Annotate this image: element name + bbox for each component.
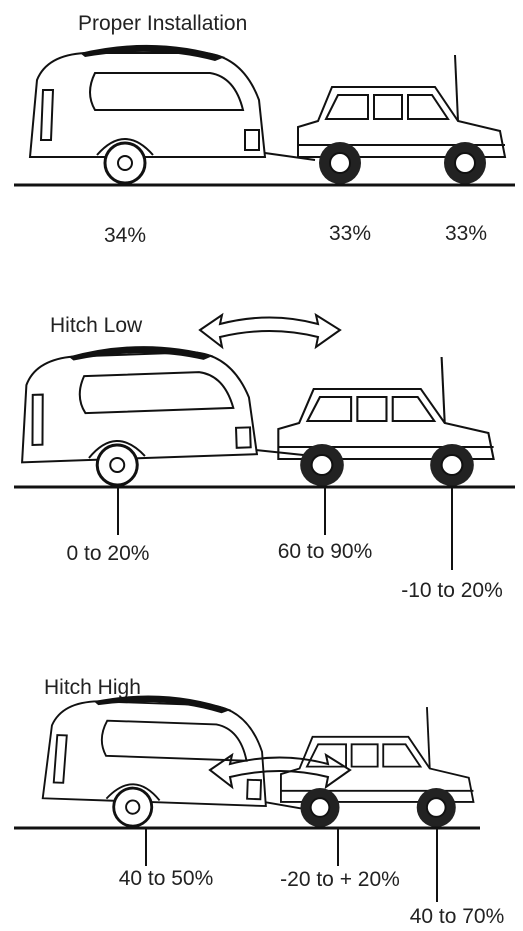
trailer <box>30 45 315 183</box>
tilt-arrow <box>200 315 340 347</box>
weight-label: -10 to 20% <box>401 579 503 602</box>
weight-label: 34% <box>104 224 146 247</box>
panel-hitch-low: Hitch Low 0 to 20% 60 to 90% -10 to 20% <box>14 314 515 602</box>
panel-proper: Proper Installation 34% 33% 33% <box>14 12 515 247</box>
weight-label: -20 to + 20% <box>280 868 400 891</box>
weight-label: 0 to 20% <box>67 542 150 565</box>
panel-hitch-high: Hitch High 40 to 50% -20 to + 20% 40 to … <box>14 676 504 928</box>
weight-label: 60 to 90% <box>278 540 373 563</box>
weight-label: 40 to 50% <box>119 867 214 890</box>
panel-title: Hitch Low <box>50 314 143 337</box>
weight-label: 33% <box>329 222 371 245</box>
vehicle <box>298 55 505 184</box>
panel-title: Proper Installation <box>78 12 247 35</box>
vehicle <box>278 357 493 486</box>
diagram: Proper Installation 34% 33% 33% Hitch Lo… <box>0 0 523 931</box>
vehicle <box>281 707 474 827</box>
weight-label: 33% <box>445 222 487 245</box>
panel-title: Hitch High <box>44 676 141 699</box>
weight-label: 40 to 70% <box>410 905 505 928</box>
trailer <box>18 340 308 488</box>
